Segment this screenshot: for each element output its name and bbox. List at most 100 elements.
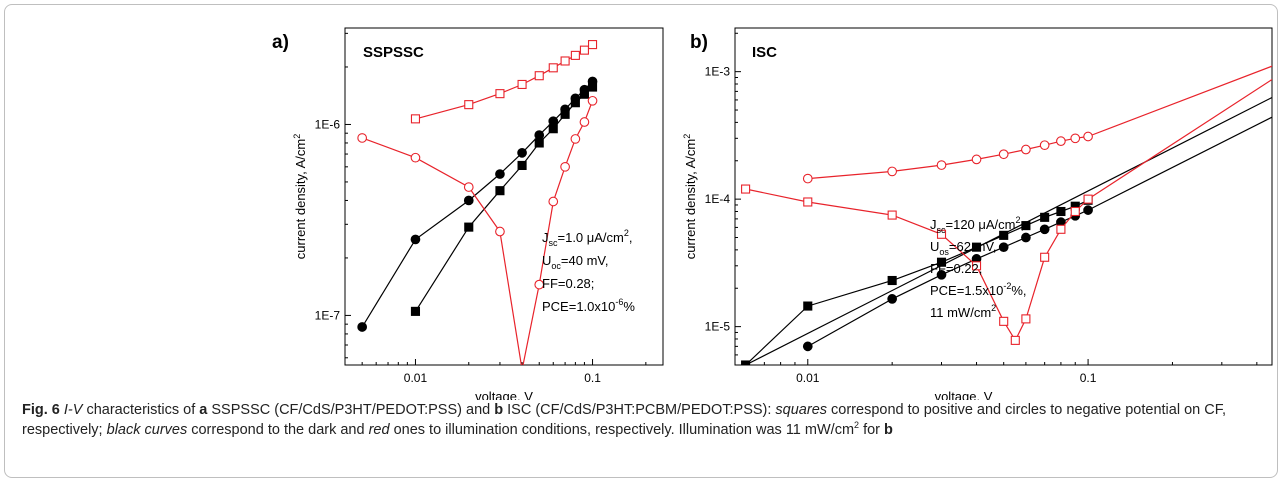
data-point-circle	[495, 169, 505, 179]
x-tick-label: 0.1	[1080, 371, 1097, 385]
data-point-square	[887, 275, 897, 286]
data-point-square	[410, 306, 421, 316]
data-point-square	[548, 63, 558, 73]
data-point-circle	[579, 84, 590, 95]
chart-title: SSPSSC	[363, 44, 424, 61]
annotation-line: 11 mW/cm2	[930, 303, 996, 320]
annotation-sub: sc	[549, 238, 559, 248]
caption-text: for	[859, 422, 885, 438]
annotation-rest: =62 mV,	[949, 239, 997, 254]
data-point-circle	[1083, 205, 1093, 215]
data-point-square	[1010, 335, 1020, 345]
caption-squares: squares	[775, 402, 828, 418]
caption-sup: 2	[854, 420, 860, 431]
data-point-circle	[998, 242, 1009, 253]
series-group	[741, 65, 1272, 365]
y-axis-label: current density, A/cm2	[292, 134, 308, 259]
annotation-sub: sc	[937, 225, 947, 235]
data-point-circle	[570, 134, 581, 144]
figure-caption: Fig. 6 I-V characteristics of a SSPSSC (…	[22, 400, 1262, 440]
annotation-rest: =120 μA/cm	[946, 217, 1016, 232]
annotation-sub: os	[939, 247, 949, 257]
y-axis-label-text: current density, A/cm	[293, 139, 308, 259]
data-point-circle	[802, 341, 813, 352]
data-point-circle	[998, 149, 1009, 160]
annotation-main: U	[542, 253, 551, 268]
data-point-square	[534, 71, 544, 81]
caption-text: correspond to the dark and	[187, 422, 369, 438]
data-point-square	[517, 160, 527, 171]
annotation-main: 11 mW/cm	[930, 305, 991, 320]
data-point-circle	[1083, 131, 1093, 142]
data-point-circle	[560, 161, 570, 172]
annotation-line: FF=0.28;	[542, 276, 594, 291]
caption-black-curves: black curves	[106, 422, 188, 438]
caption-text: SSPSSC (CF/CdS/P3HT/PEDOT:PSS) and	[207, 402, 495, 418]
data-point-circle	[887, 294, 898, 304]
data-point-circle	[1070, 133, 1081, 144]
data-point-square	[1056, 206, 1066, 217]
data-point-circle	[587, 76, 598, 87]
annotation-line: Uos=62 mV,	[930, 239, 997, 257]
data-point-circle	[357, 133, 368, 143]
data-point-circle	[579, 117, 590, 127]
data-point-square	[803, 197, 813, 207]
data-point-circle	[463, 195, 474, 206]
panel-label: b)	[690, 32, 708, 53]
data-point-square	[999, 316, 1009, 326]
annotation-sup: 2	[624, 228, 629, 238]
annotation-tail: %,	[1011, 283, 1026, 298]
data-point-square	[1070, 206, 1080, 217]
annotation-line: Uoc=40 mV,	[542, 253, 609, 271]
series-fit-line	[1087, 116, 1272, 211]
series-line	[745, 188, 1089, 342]
data-point-square	[464, 100, 474, 110]
data-point-circle	[887, 166, 898, 177]
data-point-square	[1056, 224, 1066, 234]
data-point-square	[1040, 212, 1050, 222]
y-tick-label: 1E-3	[705, 65, 731, 79]
chart-title: ISC	[752, 44, 777, 61]
data-point-square	[579, 45, 589, 55]
series-line	[807, 135, 1089, 180]
series-fit-line	[1087, 65, 1272, 138]
data-point-square	[803, 301, 813, 311]
caption-iv: I-V	[63, 402, 83, 418]
annotation-main: FF=0.22,	[930, 261, 982, 276]
annotation-line: PCE=1.0x10-6%	[542, 297, 635, 314]
data-point-circle	[517, 148, 527, 158]
y-tick-label: 1E-6	[315, 117, 341, 131]
data-point-circle	[971, 154, 982, 165]
series-line	[807, 209, 1089, 347]
data-point-square	[741, 184, 751, 194]
data-point-square	[1021, 221, 1031, 231]
annotation-tail: %	[623, 299, 635, 314]
data-point-square	[534, 138, 544, 148]
data-point-square	[410, 114, 421, 124]
annotation-tail: ,	[629, 230, 633, 245]
data-point-circle	[495, 226, 505, 237]
annotation-main: FF=0.28;	[542, 276, 594, 291]
annotation-sup: -2	[1003, 281, 1011, 291]
data-point-square	[1040, 252, 1050, 262]
y-axis-label: current density, A/cm2	[682, 134, 698, 259]
annotation-line: FF=0.22,	[930, 261, 982, 276]
data-point-circle	[1039, 140, 1050, 151]
chart-panel-b: current density, A/cm2 Jsc=120 μA/cm2, Uos…	[682, 27, 1273, 366]
annotation-line: Jsc=1.0 μA/cm2,	[542, 228, 633, 248]
data-point-circle	[1021, 232, 1031, 243]
annotation-line: Jsc=120 μA/cm2,	[930, 215, 1024, 235]
data-point-square	[570, 50, 580, 60]
data-point-circle	[410, 234, 421, 245]
data-point-square	[495, 186, 505, 196]
x-axis-label: voltage, V	[935, 389, 993, 400]
data-point-square	[464, 222, 474, 232]
data-point-circle	[936, 160, 947, 170]
annotation-main: PCE=1.0x10	[542, 299, 615, 314]
annotation-rest: =40 mV,	[561, 253, 609, 268]
annotation-sup: -6	[615, 297, 623, 307]
annotation-main: J	[542, 230, 549, 245]
data-point-square	[495, 89, 505, 99]
